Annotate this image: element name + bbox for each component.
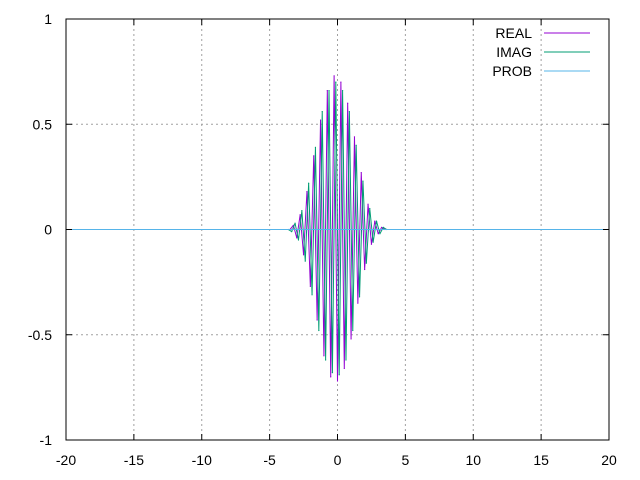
data-point-real (296, 237, 298, 239)
legend-label-imag: IMAG (496, 44, 532, 60)
data-point-imag (358, 296, 361, 298)
data-point-real (306, 191, 308, 193)
data-point-imag (308, 182, 310, 184)
data-point-real (360, 172, 362, 174)
data-point-imag (318, 329, 320, 332)
x-tick-label: 10 (465, 452, 481, 468)
data-point-imag (321, 111, 323, 113)
legend-label-real: REAL (495, 25, 532, 41)
x-tick-label: -15 (124, 452, 144, 468)
data-point-imag (325, 359, 327, 361)
data-point-imag (382, 226, 384, 228)
data-point-real (333, 75, 335, 77)
y-tick-label: 1 (44, 11, 52, 27)
data-point-imag (297, 239, 300, 241)
x-tick-label: 15 (533, 452, 549, 468)
data-point-real (340, 81, 342, 83)
data-point-real (357, 302, 359, 304)
data-point-real (364, 268, 366, 271)
data-point-real (377, 233, 379, 235)
data-point-imag (301, 209, 303, 212)
x-tick-label: 20 (601, 452, 617, 468)
data-point-real (336, 380, 339, 382)
data-point-imag (365, 262, 367, 264)
y-tick-label: -1 (40, 432, 53, 448)
data-point-imag (372, 241, 374, 243)
series-line-imag (288, 81, 387, 376)
legend: REAL IMAG PROB (492, 25, 590, 79)
data-point-imag (348, 111, 350, 113)
data-point-imag (355, 144, 357, 146)
series-layer (65, 75, 610, 382)
data-point-real (319, 119, 322, 121)
data-point-imag (311, 294, 313, 296)
data-point-real (330, 376, 332, 378)
x-tick-label: -20 (56, 452, 76, 468)
x-tick-label: 5 (401, 452, 409, 468)
axis-ticks: -20 -15 -10 -5 0 5 10 15 20 -1 -0.5 0 0.5 1 (28, 11, 617, 468)
data-point-real (299, 214, 301, 216)
data-point-imag (328, 89, 330, 92)
data-point-real (343, 367, 345, 370)
data-point-real (302, 254, 305, 256)
data-point-real (350, 338, 352, 340)
data-point-real (374, 220, 376, 222)
y-tick-label: -0.5 (28, 327, 52, 343)
data-point-imag (304, 260, 306, 262)
data-point-imag (331, 372, 334, 374)
data-point-imag (338, 374, 340, 376)
data-point-imag (352, 329, 354, 332)
y-tick-label: 0.5 (33, 116, 53, 132)
data-point-real (347, 102, 349, 104)
x-tick-label: -10 (192, 452, 212, 468)
data-point-imag (345, 359, 347, 361)
data-point-imag (369, 207, 371, 210)
data-point-real (323, 355, 325, 357)
data-point-imag (335, 81, 337, 83)
x-tick-label: 0 (334, 452, 342, 468)
data-point-real (353, 136, 356, 138)
data-point-real (370, 243, 373, 245)
legend-label-prob: PROB (492, 63, 532, 79)
data-point-imag (294, 222, 296, 224)
y-tick-label: 0 (44, 222, 52, 238)
x-tick-label: -5 (263, 452, 276, 468)
data-point-real (381, 226, 383, 228)
data-point-real (313, 155, 315, 157)
data-point-imag (362, 180, 364, 182)
data-point-imag (341, 89, 344, 92)
data-point-real (316, 319, 318, 321)
data-point-imag (375, 220, 378, 222)
data-point-real (326, 89, 328, 92)
data-point-imag (314, 146, 317, 148)
data-point-real (309, 285, 311, 287)
data-point-real (367, 203, 369, 205)
data-point-imag (379, 233, 381, 235)
data-point-imag (291, 231, 293, 233)
